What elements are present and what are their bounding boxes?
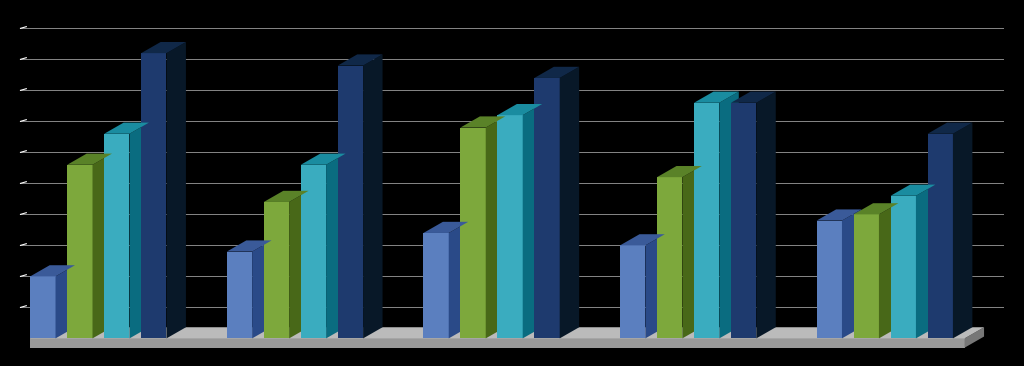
Polygon shape — [104, 134, 129, 339]
Polygon shape — [338, 55, 383, 66]
Polygon shape — [31, 276, 55, 339]
Polygon shape — [92, 154, 112, 339]
Polygon shape — [560, 67, 580, 339]
Polygon shape — [879, 203, 898, 339]
Polygon shape — [461, 116, 505, 128]
Polygon shape — [289, 191, 308, 339]
Polygon shape — [854, 203, 898, 214]
Polygon shape — [535, 67, 580, 78]
Polygon shape — [621, 234, 665, 245]
Polygon shape — [817, 221, 842, 339]
Polygon shape — [621, 245, 645, 339]
Polygon shape — [264, 191, 308, 202]
Polygon shape — [31, 339, 965, 348]
Polygon shape — [522, 104, 542, 339]
Polygon shape — [731, 103, 757, 339]
Polygon shape — [498, 104, 542, 115]
Polygon shape — [141, 53, 167, 339]
Polygon shape — [694, 103, 719, 339]
Polygon shape — [104, 123, 148, 134]
Polygon shape — [68, 154, 112, 165]
Polygon shape — [449, 222, 468, 339]
Polygon shape — [928, 134, 953, 339]
Polygon shape — [719, 92, 738, 339]
Polygon shape — [461, 128, 485, 339]
Polygon shape — [227, 240, 271, 251]
Polygon shape — [842, 209, 861, 339]
Polygon shape — [694, 92, 738, 103]
Polygon shape — [252, 240, 271, 339]
Polygon shape — [485, 116, 505, 339]
Polygon shape — [915, 184, 935, 339]
Polygon shape — [731, 92, 776, 103]
Polygon shape — [854, 214, 879, 339]
Polygon shape — [31, 327, 984, 339]
Polygon shape — [338, 66, 364, 339]
Polygon shape — [953, 123, 973, 339]
Polygon shape — [31, 265, 75, 276]
Polygon shape — [301, 154, 345, 165]
Polygon shape — [498, 115, 522, 339]
Polygon shape — [129, 123, 148, 339]
Polygon shape — [757, 92, 776, 339]
Polygon shape — [657, 166, 701, 177]
Polygon shape — [68, 165, 92, 339]
Polygon shape — [141, 42, 186, 53]
Polygon shape — [55, 265, 75, 339]
Polygon shape — [657, 177, 682, 339]
Polygon shape — [301, 165, 326, 339]
Polygon shape — [227, 251, 252, 339]
Polygon shape — [264, 202, 289, 339]
Polygon shape — [928, 123, 973, 134]
Polygon shape — [891, 196, 915, 339]
Polygon shape — [891, 184, 935, 196]
Polygon shape — [424, 222, 468, 233]
Polygon shape — [682, 166, 701, 339]
Polygon shape — [817, 209, 861, 221]
Polygon shape — [424, 233, 449, 339]
Polygon shape — [965, 327, 984, 348]
Polygon shape — [645, 234, 665, 339]
Polygon shape — [364, 55, 383, 339]
Polygon shape — [326, 154, 345, 339]
Polygon shape — [167, 42, 186, 339]
Polygon shape — [535, 78, 560, 339]
